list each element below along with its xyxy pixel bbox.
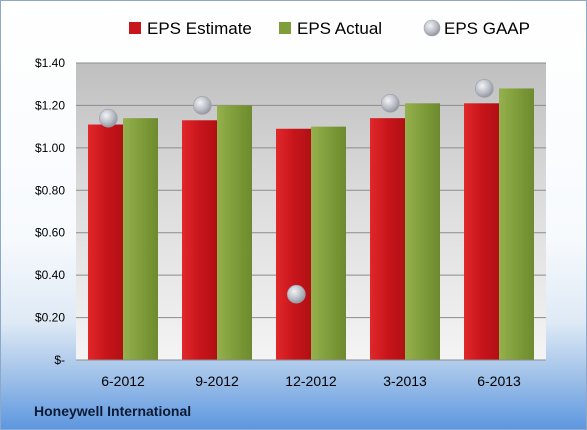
x-axis: 6-2012 9-2012 12-2012 3-2013 6-2013 (101, 373, 521, 389)
y-tick-label: $0.80 (35, 183, 65, 197)
y-tick-label: $1.20 (35, 98, 65, 112)
x-tick-label: 6-2012 (101, 373, 145, 389)
bar-eps-estimate-3-2013 (370, 118, 405, 361)
x-tick-label: 3-2013 (383, 373, 427, 389)
marker-eps-gaap-6-2013 (474, 79, 494, 98)
x-tick-label: 6-2013 (477, 373, 521, 389)
legend-swatch-eps-gaap (423, 19, 441, 37)
bars (88, 88, 534, 361)
y-tick-label: $- (54, 353, 65, 367)
legend-label-eps-gaap: EPS GAAP (444, 19, 530, 38)
bar-eps-estimate-9-2012 (182, 120, 217, 361)
bar-eps-estimate-12-2012 (276, 128, 311, 360)
legend-label-eps-estimate: EPS Estimate (147, 19, 252, 38)
x-tick-label: 12-2012 (285, 373, 337, 389)
company-label: Honeywell International (34, 403, 192, 419)
marker-eps-gaap-12-2012 (286, 284, 306, 304)
marker-eps-gaap-6-2012 (99, 108, 118, 128)
legend-swatch-eps-estimate (129, 22, 141, 34)
legend: EPS Estimate EPS Actual EPS GAAP (129, 19, 530, 38)
x-tick-label: 9-2012 (195, 373, 239, 389)
gaap-markers (99, 79, 494, 304)
y-tick-label: $0.40 (35, 268, 65, 282)
marker-eps-gaap-3-2013 (380, 94, 400, 113)
y-tick-label: $0.20 (35, 311, 65, 325)
bar-eps-actual-3-2013 (405, 103, 440, 361)
bar-eps-actual-9-2012 (217, 105, 252, 360)
bar-eps-estimate-6-2012 (88, 124, 123, 361)
y-tick-label: $0.60 (35, 226, 65, 240)
y-tick-label: $1.00 (35, 141, 65, 155)
bar-eps-estimate-6-2013 (464, 103, 499, 361)
legend-label-eps-actual: EPS Actual (297, 19, 382, 38)
legend-swatch-eps-actual (279, 22, 291, 34)
bar-eps-actual-6-2012 (123, 118, 158, 361)
marker-eps-gaap-9-2012 (193, 96, 212, 115)
bar-eps-actual-6-2013 (499, 88, 534, 360)
y-axis: $- $0.20 $0.40 $0.60 $0.80 $1.00 $1.20 $1.40 (35, 56, 65, 367)
y-tick-label: $1.40 (35, 56, 65, 70)
bar-eps-actual-12-2012 (311, 126, 346, 361)
